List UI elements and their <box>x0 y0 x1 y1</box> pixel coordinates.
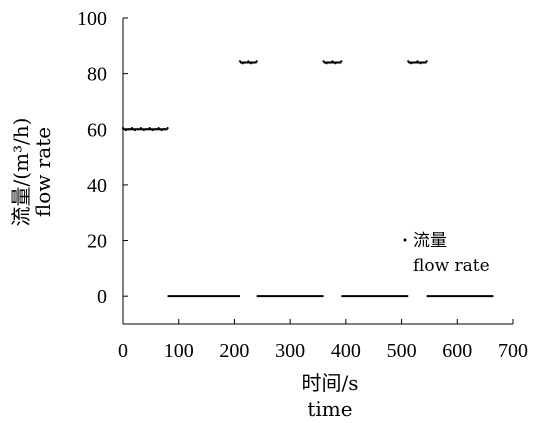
data-point <box>410 62 413 65</box>
x-tick-label: 100 <box>164 340 194 362</box>
data-point <box>166 126 169 130</box>
data-point <box>331 60 334 63</box>
x-tick-label: 600 <box>442 340 472 362</box>
legend: 流量 flow rate <box>403 231 490 276</box>
legend-marker <box>403 238 407 242</box>
x-tick-label: 0 <box>118 340 128 362</box>
legend-label-cn: 流量 <box>413 231 447 251</box>
data-point <box>425 60 428 63</box>
x-tick-label: 200 <box>219 340 249 362</box>
series-segment <box>407 60 428 65</box>
data-point <box>238 60 242 63</box>
data-point <box>244 61 247 64</box>
data-point <box>416 60 419 63</box>
series-segment <box>121 126 169 132</box>
x-axis-title-cn: 时间/s <box>301 371 358 395</box>
data-point <box>160 128 163 132</box>
y-tick-label: 80 <box>87 64 107 86</box>
data-point <box>247 60 250 63</box>
data-point <box>133 128 136 132</box>
y-tick-label: 0 <box>97 286 107 308</box>
data-point <box>154 128 157 131</box>
data-point <box>413 61 416 64</box>
data-point <box>148 126 151 130</box>
x-axis-title-en: time <box>307 397 352 421</box>
data-point <box>124 128 128 132</box>
y-tick-label: 20 <box>87 231 107 253</box>
data-point <box>163 128 166 131</box>
y-axis-ticks: 0 20 40 60 80 100 <box>77 8 128 308</box>
data-point <box>340 60 343 63</box>
x-tick-label: 700 <box>498 340 528 362</box>
data-point <box>322 60 325 63</box>
data-point <box>121 126 125 130</box>
x-tick-label: 400 <box>331 340 361 362</box>
data-point <box>145 128 148 131</box>
data-point <box>130 126 134 130</box>
data-point <box>255 60 258 63</box>
data-point <box>151 128 154 132</box>
data-point <box>328 61 331 64</box>
series-segment <box>322 60 343 65</box>
data-point <box>419 62 422 65</box>
data-point <box>241 62 244 65</box>
data-point <box>407 60 410 63</box>
data-series <box>121 60 494 298</box>
plot-area <box>122 18 513 325</box>
y-tick-label: 100 <box>77 8 107 30</box>
data-point <box>334 62 337 65</box>
data-point <box>252 61 256 64</box>
data-point <box>127 128 131 131</box>
x-axis-ticks: 0 100 200 300 400 500 600 700 <box>118 319 528 362</box>
data-point <box>337 61 340 64</box>
data-point <box>157 126 160 130</box>
data-point <box>139 126 142 130</box>
legend-label-en: flow rate <box>413 256 490 276</box>
y-tick-label: 40 <box>87 175 107 197</box>
data-point <box>136 128 139 131</box>
series-segment <box>238 60 258 65</box>
x-tick-label: 300 <box>275 340 305 362</box>
data-point <box>250 62 253 65</box>
y-axis-title-cn: 流量/(m³/h) <box>9 118 33 227</box>
y-axis-title-en: flow rate <box>31 127 55 217</box>
data-point <box>422 61 425 64</box>
data-point <box>325 62 328 65</box>
data-point <box>142 128 145 132</box>
x-tick-label: 500 <box>387 340 417 362</box>
y-tick-label: 60 <box>87 119 107 141</box>
